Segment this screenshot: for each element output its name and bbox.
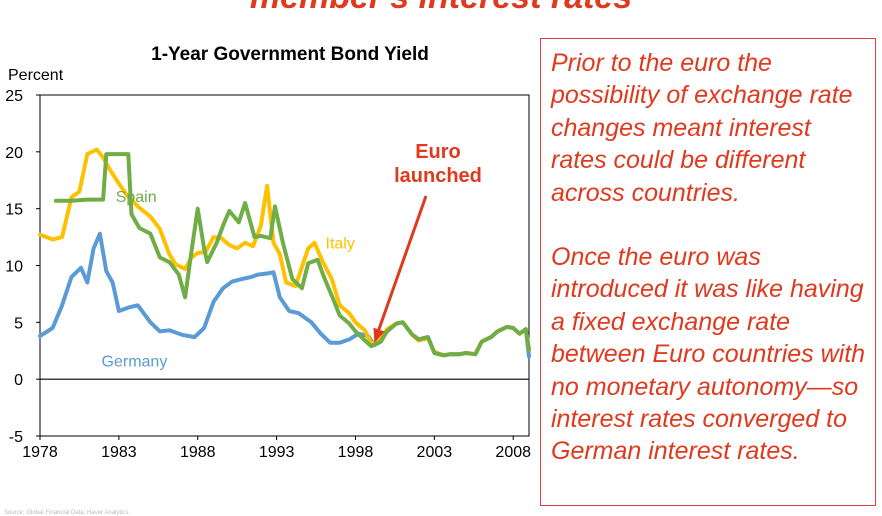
explanation-paragraph-2: Once the euro was introduced it was like… <box>551 243 866 466</box>
annotation-launched: launched <box>394 165 482 187</box>
x-tick-label: 1988 <box>180 444 216 461</box>
y-tick-label: 10 <box>5 259 23 276</box>
slide-title: member's interest rates <box>0 0 882 17</box>
x-tick-label: 2003 <box>417 444 453 461</box>
series-line-spain <box>53 152 531 358</box>
explanation-textbox: Prior to the euro the possibility of exc… <box>540 38 876 506</box>
y-tick-label: 25 <box>5 88 23 105</box>
chart-title: 1-Year Government Bond Yield <box>151 44 429 65</box>
x-tick-label: 2008 <box>495 444 531 461</box>
y-tick-label: 20 <box>5 145 23 162</box>
x-tick-label: 1978 <box>22 444 58 461</box>
annotation-arrow-head <box>373 327 385 343</box>
series-label-germany: Germany <box>102 354 168 371</box>
x-tick-label: 1983 <box>101 444 137 461</box>
x-tick-label: 1998 <box>338 444 374 461</box>
bond-yield-chart: -5 0 5 10 15 20 25 1978 1983 1988 1993 1998 2003 2008… <box>5 88 531 461</box>
y-axis-label: Percent <box>8 67 64 84</box>
y-tick-label: 5 <box>14 315 23 332</box>
y-tick-label: -5 <box>9 429 23 446</box>
annotation-arrow-shaft <box>376 195 428 332</box>
annotation-euro: Euro <box>415 141 461 163</box>
y-tick-label: 15 <box>5 202 23 219</box>
y-tick-label: 0 <box>14 372 23 389</box>
explanation-paragraph-1: Prior to the euro the possibility of exc… <box>551 49 853 207</box>
source-footnote: Source: Global Financial Data; Haver Ana… <box>4 510 131 516</box>
series-label-spain: Spain <box>116 189 157 206</box>
x-tick-label: 1993 <box>259 444 295 461</box>
series-label-italy: Italy <box>326 235 355 252</box>
